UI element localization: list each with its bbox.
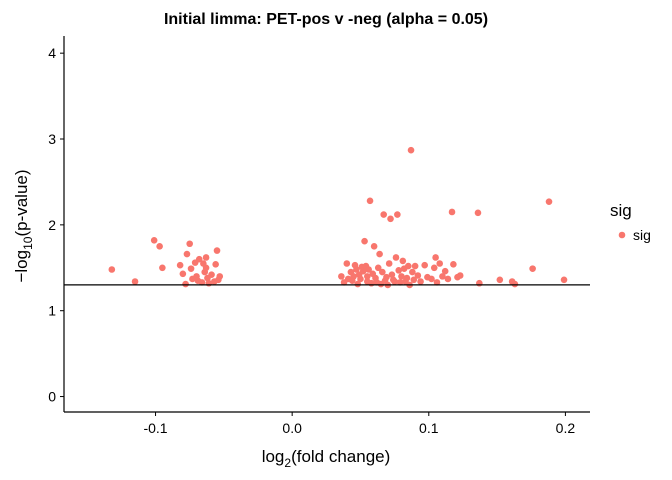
data-point — [357, 275, 364, 283]
data-point — [179, 270, 187, 278]
data-point — [474, 209, 482, 217]
data-point — [361, 237, 368, 245]
legend: sig sig — [610, 201, 651, 243]
data-point — [395, 267, 403, 274]
data-point — [208, 271, 215, 278]
data-point — [436, 260, 444, 267]
data-point — [343, 260, 351, 267]
data-point — [444, 275, 452, 283]
data-point — [417, 278, 424, 285]
data-point — [410, 276, 418, 284]
data-point — [159, 264, 166, 272]
data-point — [176, 261, 184, 269]
data-point — [187, 265, 195, 272]
data-point — [379, 268, 386, 276]
data-point — [399, 257, 407, 265]
data-point — [511, 280, 519, 288]
data-point — [376, 250, 383, 258]
chart-title: Initial limma: PET-pos v -neg (alpha = 0… — [164, 11, 488, 28]
points-layer — [108, 146, 568, 289]
data-point — [354, 280, 362, 288]
data-point — [182, 280, 189, 288]
data-point — [370, 243, 378, 250]
data-point — [414, 272, 422, 279]
y-tick-label: 4 — [48, 45, 56, 61]
data-point — [131, 278, 139, 285]
y-tick-label: 2 — [48, 217, 56, 233]
data-point — [364, 273, 371, 280]
data-point — [433, 279, 441, 286]
data-point — [394, 211, 401, 218]
data-point — [108, 266, 116, 273]
data-point — [450, 261, 457, 268]
data-point — [202, 254, 210, 261]
data-point — [476, 279, 483, 287]
data-point — [350, 273, 357, 280]
data-point — [432, 254, 439, 261]
data-point — [439, 273, 446, 280]
data-point — [441, 267, 449, 275]
x-axis-label: log2(fold change) — [262, 447, 391, 470]
data-point — [186, 240, 193, 248]
legend-key-sig — [618, 231, 626, 239]
data-point — [365, 266, 372, 273]
x-tick-label: -0.1 — [143, 420, 167, 436]
data-point — [411, 262, 419, 270]
y-axis-ticks: 0 1 2 3 4 — [48, 45, 64, 405]
data-point — [338, 273, 345, 280]
data-point — [380, 211, 387, 218]
data-point — [359, 267, 367, 275]
data-point — [213, 247, 221, 254]
data-point — [398, 273, 405, 280]
y-tick-label: 1 — [48, 303, 56, 319]
y-axis-label: −log10(p-value) — [12, 169, 35, 282]
x-axis-ticks: -0.1 0.0 0.1 0.2 — [143, 412, 575, 436]
data-point — [385, 260, 393, 267]
data-point — [448, 208, 456, 216]
data-point — [202, 264, 210, 272]
y-tick-label: 0 — [48, 389, 56, 405]
x-tick-label: 0.1 — [419, 420, 439, 436]
data-point — [404, 262, 412, 270]
data-point — [392, 254, 400, 261]
data-point — [388, 271, 396, 278]
data-point — [428, 275, 435, 283]
data-point — [545, 198, 553, 205]
data-point — [496, 276, 504, 284]
data-point — [409, 268, 416, 276]
legend-label-sig: sig — [633, 227, 651, 243]
y-tick-label: 3 — [48, 131, 56, 147]
data-point — [195, 255, 203, 263]
data-point — [391, 278, 398, 285]
x-tick-label: 0.0 — [282, 420, 302, 436]
data-point — [212, 261, 219, 268]
data-point — [366, 197, 374, 205]
data-point — [529, 265, 536, 272]
data-point — [421, 261, 428, 269]
data-point — [216, 273, 224, 280]
data-point — [456, 272, 464, 279]
legend-title: sig — [610, 201, 632, 220]
data-point — [403, 274, 411, 282]
data-point — [353, 266, 360, 273]
data-point — [374, 264, 382, 272]
data-point — [150, 237, 158, 244]
data-point — [430, 264, 438, 272]
data-point — [396, 279, 404, 286]
data-point — [156, 243, 163, 250]
data-point — [198, 279, 206, 286]
data-point — [407, 146, 415, 154]
data-point — [183, 250, 191, 258]
data-point — [383, 273, 390, 281]
x-tick-label: 0.2 — [556, 420, 576, 436]
data-point — [560, 276, 568, 284]
data-point — [387, 215, 394, 223]
